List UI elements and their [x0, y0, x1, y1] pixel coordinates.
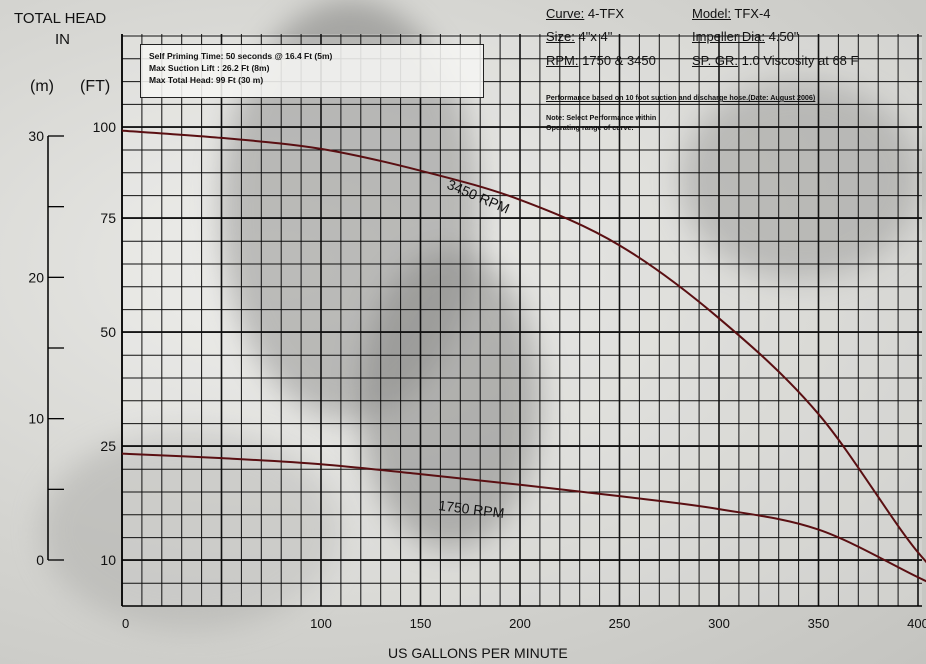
x-tick-label: 0 — [122, 616, 129, 631]
y-axis-unit-ft: (FT) — [80, 78, 111, 95]
metre-tick-label: 0 — [36, 552, 44, 568]
background-shape — [40, 430, 340, 630]
curve-info: Curve: 4-TFX — [546, 6, 624, 21]
series-curve-3450 — [121, 129, 926, 564]
ft-tick-label: 100 — [93, 119, 117, 135]
y-axis-title-line2: IN — [55, 31, 70, 48]
x-tick-label: 350 — [808, 616, 830, 631]
y-axis-title-line1: TOTAL HEAD — [14, 10, 107, 27]
ft-tick-label: 10 — [100, 552, 116, 568]
x-tick-label: 150 — [410, 616, 432, 631]
ft-tick-label: 75 — [100, 210, 116, 226]
size-info: Size: 4"x 4" — [546, 29, 612, 44]
rpm-label: RPM: — [546, 53, 579, 68]
x-tick-label: 100 — [310, 616, 332, 631]
metre-tick-label: 30 — [28, 128, 44, 144]
y-axis-unit-m: (m) — [30, 78, 54, 95]
priming-time-text: Self Priming Time: 50 seconds @ 16.4 Ft … — [149, 51, 333, 61]
impeller-value: 4.50" — [768, 29, 799, 44]
ft-tick-label: 50 — [100, 324, 116, 340]
ft-tick-label: 25 — [100, 438, 116, 454]
rpm-info: RPM: 1750 & 3450 — [546, 53, 656, 68]
pump-info-box: Self Priming Time: 50 seconds @ 16.4 Ft … — [140, 44, 484, 98]
x-tick-label: 250 — [609, 616, 631, 631]
max-head-text: Max Total Head: 99 Ft (30 m) — [149, 75, 264, 85]
spgr-value: 1.0 Viscosity at 68 F — [741, 53, 859, 68]
select-note-line2: Operating range of curve. — [546, 123, 634, 132]
spgr-label: SP. GR: — [692, 53, 739, 68]
model-info: Model: TFX-4 — [692, 6, 771, 21]
curve-label: Curve: — [546, 6, 585, 21]
impeller-info: Impeller Dia: 4.50" — [692, 29, 799, 44]
background-shape — [680, 80, 920, 280]
background-shape — [360, 250, 540, 550]
size-label: Size: — [546, 29, 575, 44]
size-value: 4"x 4" — [578, 29, 613, 44]
curve-value: 4-TFX — [587, 6, 625, 21]
x-axis-title: US GALLONS PER MINUTE — [388, 645, 568, 661]
metre-tick-label: 20 — [28, 269, 44, 285]
plot-area — [122, 34, 922, 606]
series-curve-1750 — [121, 452, 926, 583]
x-tick-label: 400 — [907, 616, 926, 631]
model-label: Model: — [692, 6, 732, 21]
x-tick-label: 200 — [509, 616, 531, 631]
model-value: TFX-4 — [734, 6, 771, 21]
rpm-value: 1750 & 3450 — [582, 53, 656, 68]
select-note-line1: Note: Select Performance within — [546, 113, 657, 122]
metre-tick-label: 10 — [28, 411, 44, 427]
spgr-info: SP. GR: 1.0 Viscosity at 68 F — [692, 53, 858, 68]
performance-note: Performance based on 10 foot suction and… — [546, 93, 816, 102]
impeller-label: Impeller Dia: — [692, 29, 765, 44]
suction-lift-text: Max Suction Lift : 26.2 Ft (8m) — [149, 63, 270, 73]
x-tick-label: 300 — [708, 616, 730, 631]
